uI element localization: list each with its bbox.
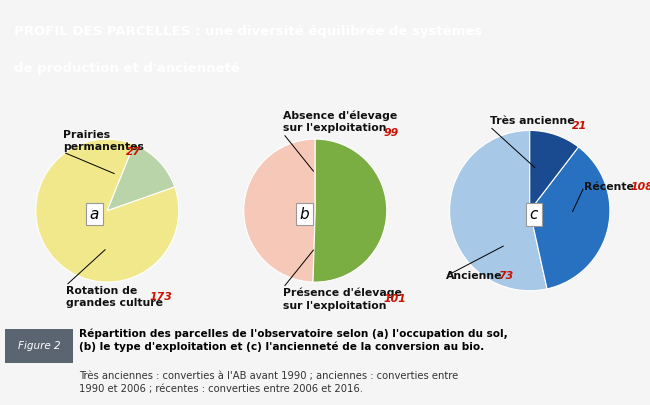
- Wedge shape: [450, 130, 547, 291]
- Text: 27: 27: [125, 147, 141, 157]
- Text: c: c: [530, 207, 538, 222]
- Text: 173: 173: [150, 292, 173, 302]
- Wedge shape: [530, 130, 578, 211]
- Text: Absence d'élevage
sur l'exploitation: Absence d'élevage sur l'exploitation: [283, 111, 397, 133]
- Text: 101: 101: [384, 294, 406, 304]
- Text: b: b: [300, 207, 309, 222]
- Text: de production et d'ancienneté: de production et d'ancienneté: [14, 62, 240, 75]
- Text: Rotation de                 173: Rotation de 173: [66, 292, 224, 302]
- Text: Très anciennes : converties à l'AB avant 1990 ; anciennes : converties entre
199: Très anciennes : converties à l'AB avant…: [79, 371, 458, 394]
- Text: Présence d'élevage
sur l'exploitation: Présence d'élevage sur l'exploitation: [283, 288, 402, 311]
- Text: a: a: [90, 207, 99, 222]
- Text: Très ancienne: Très ancienne: [489, 116, 575, 126]
- Text: 21: 21: [489, 122, 557, 132]
- Wedge shape: [313, 139, 387, 282]
- Text: Figure 2: Figure 2: [18, 341, 60, 351]
- Text: Prairies             27: Prairies 27: [63, 147, 174, 157]
- Text: Répartition des parcelles de l'observatoire selon (a) l'occupation du sol,
(b) l: Répartition des parcelles de l'observato…: [79, 328, 508, 352]
- Text: Récente: Récente: [584, 181, 634, 192]
- Text: Prairies
permanentes: Prairies permanentes: [63, 130, 144, 152]
- Text: 21: 21: [572, 122, 587, 132]
- Text: Rotation de
grandes culture: Rotation de grandes culture: [66, 286, 162, 308]
- Wedge shape: [530, 147, 610, 289]
- FancyBboxPatch shape: [5, 329, 73, 363]
- Text: 108: 108: [584, 181, 637, 192]
- Text: Ancienne: Ancienne: [446, 271, 502, 281]
- Text: 73: 73: [446, 271, 495, 281]
- Wedge shape: [244, 139, 315, 282]
- Text: PROFIL DES PARCELLES : une diversité équilibrée de systèmes: PROFIL DES PARCELLES : une diversité équ…: [14, 26, 482, 38]
- Wedge shape: [36, 139, 179, 282]
- Text: Absence d'élevage                    99: Absence d'élevage 99: [283, 128, 488, 139]
- Wedge shape: [107, 144, 175, 211]
- Text: Présence d'élevage                    101: Présence d'élevage 101: [283, 294, 499, 304]
- Text: 73: 73: [498, 271, 513, 281]
- Text: 99: 99: [384, 128, 398, 139]
- Text: 108: 108: [630, 181, 650, 192]
